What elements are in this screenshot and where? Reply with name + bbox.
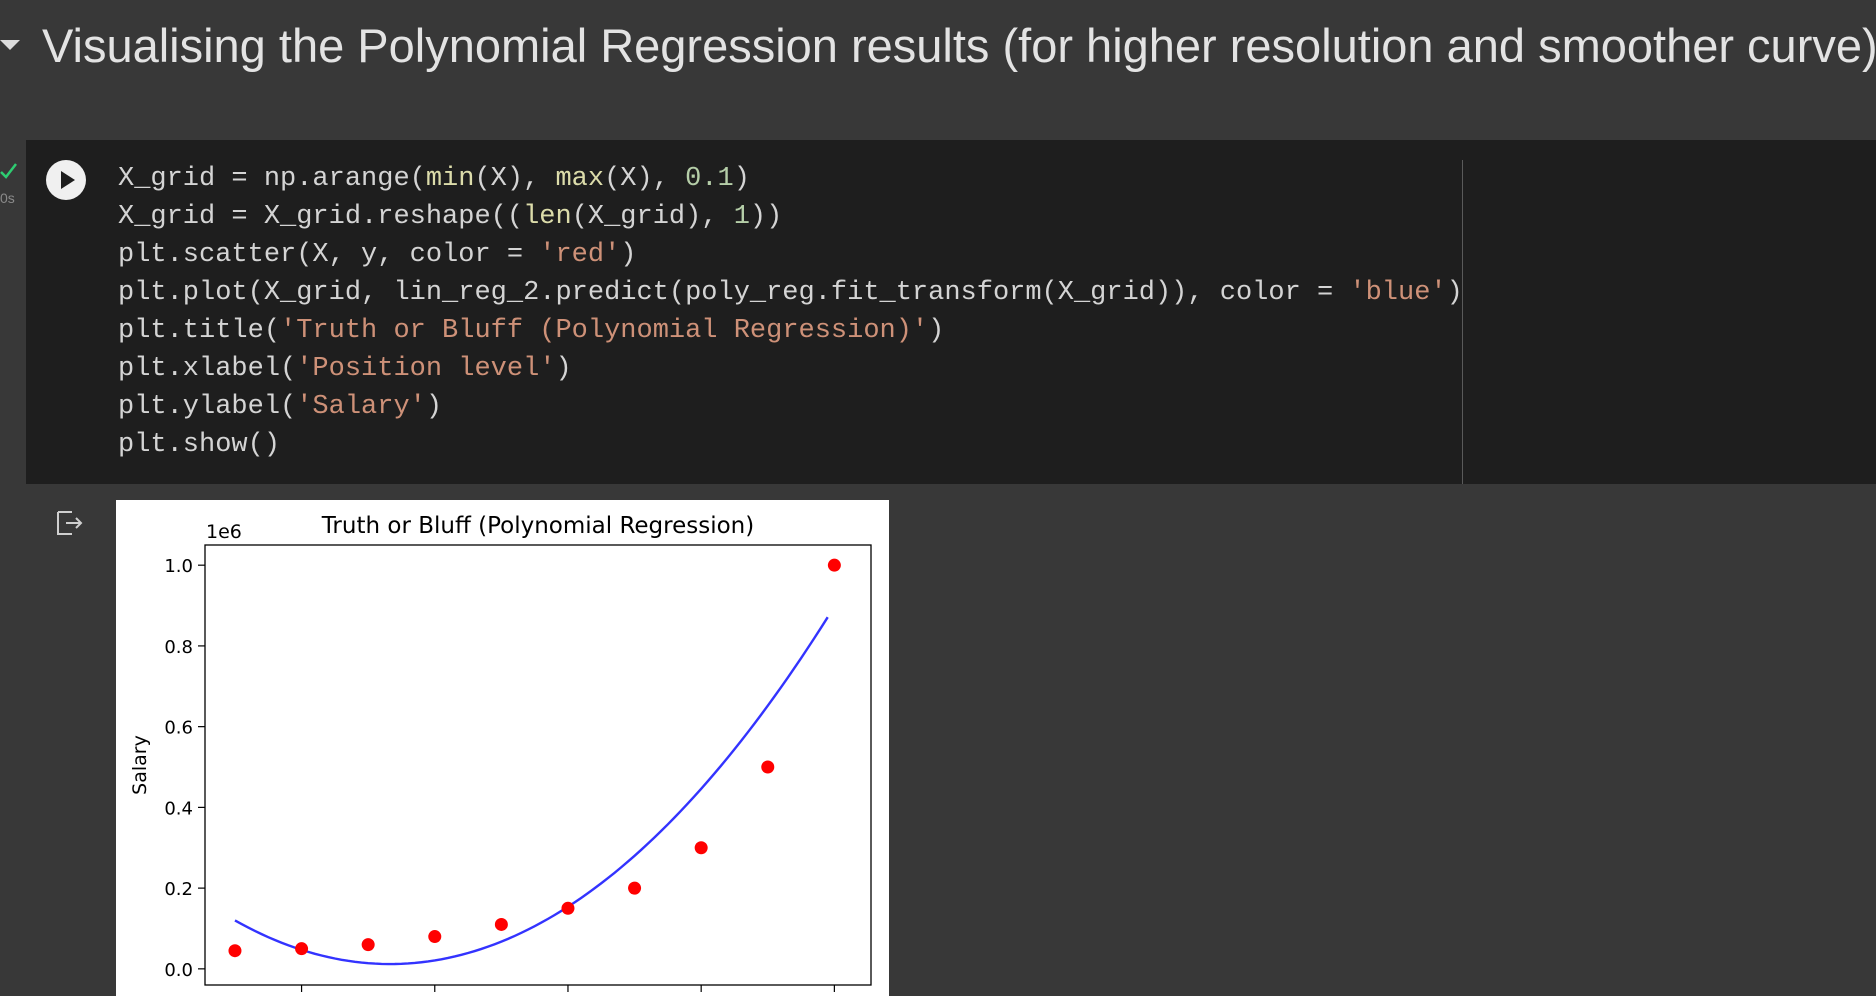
x-ticks bbox=[300, 985, 835, 992]
run-cell-button[interactable] bbox=[46, 160, 86, 200]
code-token: plt.plot(X_grid, lin_reg_2.predict(poly_… bbox=[118, 278, 1350, 308]
chart-title: Truth or Bluff (Polynomial Regression) bbox=[321, 513, 754, 539]
code-cell[interactable] bbox=[26, 140, 1876, 484]
code-line: plt.title('Truth or Bluff (Polynomial Re… bbox=[118, 312, 944, 350]
code-token: 'Truth or Bluff (Polynomial Regression)' bbox=[280, 316, 929, 346]
code-token: X_grid = X_grid.reshape(( bbox=[118, 202, 524, 232]
execution-time: 0s bbox=[0, 190, 15, 206]
code-token: min bbox=[425, 164, 475, 194]
y-offset-label: 1e6 bbox=[206, 521, 242, 543]
chart: Truth or Bluff (Polynomial Regression) 1… bbox=[129, 513, 872, 992]
regression-curve bbox=[234, 616, 829, 966]
code-token: plt.scatter(X, y, color = bbox=[118, 240, 540, 270]
code-token: (X), bbox=[474, 164, 556, 194]
data-point bbox=[827, 558, 841, 572]
code-token: ) bbox=[733, 164, 750, 194]
plot-area-frame bbox=[204, 544, 872, 986]
code-token: plt.title( bbox=[118, 316, 281, 346]
data-point bbox=[228, 944, 242, 958]
code-token: ) bbox=[928, 316, 945, 346]
section-title: Visualising the Polynomial Regression re… bbox=[42, 19, 1876, 72]
y-tick-label: 1.0 bbox=[164, 556, 193, 577]
data-point bbox=[694, 841, 708, 855]
section-header: Visualising the Polynomial Regression re… bbox=[0, 0, 1876, 140]
code-line: X_grid = np.arange(min(X), max(X), 0.1) bbox=[118, 160, 750, 198]
code-line: X_grid = X_grid.reshape((len(X_grid), 1)… bbox=[118, 198, 782, 236]
code-token: 'Position level' bbox=[296, 354, 556, 384]
y-ticks: 0.0 0.2 0.4 0.6 0.8 1.0 bbox=[164, 556, 205, 981]
data-point bbox=[295, 942, 309, 956]
data-point bbox=[561, 901, 575, 915]
data-point bbox=[428, 930, 442, 944]
code-token: plt.show() bbox=[118, 430, 281, 460]
code-token: len bbox=[523, 202, 572, 232]
plot-output: Truth or Bluff (Polynomial Regression) 1… bbox=[116, 500, 889, 996]
data-point bbox=[628, 881, 642, 895]
code-token: (X_grid), bbox=[571, 202, 734, 232]
y-axis-label: Salary bbox=[129, 735, 151, 795]
y-tick-label: 0.2 bbox=[164, 879, 193, 900]
code-token: X_grid = np.arange( bbox=[118, 164, 426, 194]
scatter-points-layer bbox=[228, 558, 841, 958]
data-point bbox=[494, 917, 508, 931]
y-tick-label: 0.0 bbox=[164, 960, 193, 981]
code-token: 'red' bbox=[539, 240, 621, 270]
code-line: plt.ylabel('Salary') bbox=[118, 388, 442, 426]
code-token: max bbox=[555, 164, 605, 194]
code-token: ) bbox=[555, 354, 572, 384]
regression-curve-layer bbox=[234, 616, 829, 966]
play-icon bbox=[61, 171, 75, 189]
code-token: ) bbox=[425, 392, 443, 422]
y-tick-label: 0.8 bbox=[164, 637, 193, 658]
code-token: 0.1 bbox=[685, 164, 734, 194]
code-token: plt.ylabel( bbox=[118, 392, 297, 422]
code-token: 'Salary' bbox=[296, 392, 426, 422]
code-token: 'blue' bbox=[1349, 278, 1447, 308]
code-token: plt.xlabel( bbox=[118, 354, 297, 384]
code-line: plt.xlabel('Position level') bbox=[118, 350, 572, 388]
data-point bbox=[361, 938, 375, 952]
code-token: (X), bbox=[604, 164, 686, 194]
data-point bbox=[761, 760, 775, 774]
checkmark-icon bbox=[0, 163, 17, 179]
code-token: )) bbox=[749, 202, 783, 232]
y-tick-label: 0.6 bbox=[164, 718, 193, 739]
code-line: plt.plot(X_grid, lin_reg_2.predict(poly_… bbox=[118, 274, 1463, 312]
y-tick-label: 0.4 bbox=[164, 798, 193, 819]
code-token: ) bbox=[1446, 278, 1463, 308]
code-line: plt.scatter(X, y, color = 'red') bbox=[118, 236, 637, 274]
code-token: ) bbox=[620, 240, 637, 270]
triangle-down-icon[interactable] bbox=[0, 40, 20, 50]
code-token: 1 bbox=[733, 202, 750, 232]
editor-ruler bbox=[1462, 160, 1463, 484]
code-line: plt.show() bbox=[118, 426, 280, 464]
output-icon[interactable] bbox=[54, 508, 84, 538]
